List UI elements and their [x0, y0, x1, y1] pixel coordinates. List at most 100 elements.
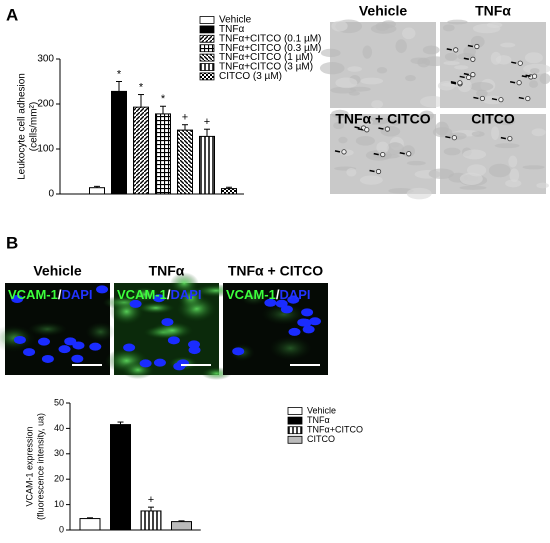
arrow [450, 81, 457, 84]
texture [444, 52, 458, 61]
arrow [500, 136, 506, 140]
texture [360, 77, 384, 85]
significance: + [182, 112, 188, 124]
panel-label: B [6, 233, 18, 252]
nucleus [188, 346, 201, 355]
nucleus [302, 325, 315, 334]
nucleus [37, 337, 50, 346]
texture [509, 168, 520, 183]
significance: * [161, 93, 166, 105]
y-axis-label: Leukocyte cell adhesion [17, 73, 28, 180]
arrow [354, 126, 360, 129]
arrow [521, 75, 527, 78]
legend-label: TNFα+CITCO (1 µM) [219, 52, 313, 63]
texture [508, 155, 518, 168]
texture [488, 163, 511, 178]
nucleus [299, 318, 312, 327]
nucleus [232, 347, 245, 356]
texture [524, 52, 543, 64]
texture [362, 45, 373, 59]
texture [390, 118, 401, 126]
legend-swatch [199, 16, 215, 24]
cytoplasm [85, 322, 116, 342]
stain-text: DAPI [61, 287, 92, 302]
nucleus [161, 318, 174, 327]
texture [491, 126, 500, 140]
bar [89, 187, 105, 195]
arrow [369, 169, 375, 173]
legend-swatch [199, 72, 215, 81]
arrow [378, 127, 384, 130]
stain-label: VCAM-1/DAPI [226, 287, 311, 302]
image-label: CITCO [471, 111, 515, 127]
cell [525, 95, 531, 102]
nucleus [287, 295, 300, 304]
nucleus [153, 358, 166, 367]
texture [330, 86, 357, 94]
texture [454, 65, 469, 70]
texture [462, 149, 487, 160]
arrow [459, 75, 465, 79]
texture [376, 141, 389, 154]
nucleus [89, 342, 102, 351]
texture [333, 121, 345, 130]
texture [482, 95, 504, 105]
significance: + [204, 116, 210, 128]
texture [338, 136, 348, 144]
y-tick-label: 10 [54, 499, 64, 509]
legend-label: CITCO [307, 434, 335, 444]
texture [529, 80, 539, 88]
y-tick-label: 0 [48, 189, 54, 200]
legend-swatch [199, 44, 215, 53]
nucleus [123, 343, 136, 352]
cell [470, 56, 476, 62]
cell [517, 60, 523, 66]
legend-label: Vehicle [219, 15, 252, 26]
texture [442, 24, 455, 32]
legend-swatch [199, 53, 215, 62]
nucleus [176, 359, 189, 368]
texture [463, 46, 476, 58]
legend-label: TNFα+CITCO [307, 425, 363, 435]
texture [371, 100, 383, 109]
texture [505, 179, 522, 188]
y-tick-label: 50 [54, 397, 64, 407]
cell [451, 135, 457, 141]
legend-swatch [287, 435, 303, 444]
legend-label: TNFα+CITCO (0.1 µM) [219, 33, 321, 44]
cell [380, 151, 386, 158]
cell [457, 80, 463, 86]
significance: * [139, 81, 144, 93]
legend-swatch [199, 34, 215, 43]
legend-label: TNFα+CITCO (0.3 µM) [219, 43, 321, 54]
bar [221, 188, 237, 195]
cell [474, 43, 480, 50]
texture [359, 175, 383, 185]
texture [319, 61, 345, 75]
nucleus [188, 340, 201, 349]
stain-text: / [276, 287, 280, 302]
cell [453, 47, 459, 53]
stain-label: VCAM-1/DAPI [8, 287, 93, 302]
texture [376, 67, 388, 74]
texture [432, 127, 453, 138]
texture [459, 185, 487, 190]
cell [516, 80, 522, 86]
nucleus [167, 336, 180, 345]
cell [406, 151, 412, 157]
arrow [446, 48, 452, 51]
bar [111, 90, 127, 195]
cell [470, 72, 476, 78]
bar [110, 424, 131, 531]
legend-label: TNFα [307, 415, 330, 425]
texture [355, 136, 375, 146]
texture [380, 125, 401, 137]
nucleus [301, 308, 314, 317]
y-tick-label: 20 [54, 474, 64, 484]
arrow [467, 44, 474, 48]
nucleus [129, 299, 142, 308]
significance: * [117, 68, 122, 80]
y-axis-label: (fluorescence intensity, ua) [35, 413, 45, 520]
texture [375, 22, 390, 31]
y-tick-label: 100 [37, 144, 54, 155]
